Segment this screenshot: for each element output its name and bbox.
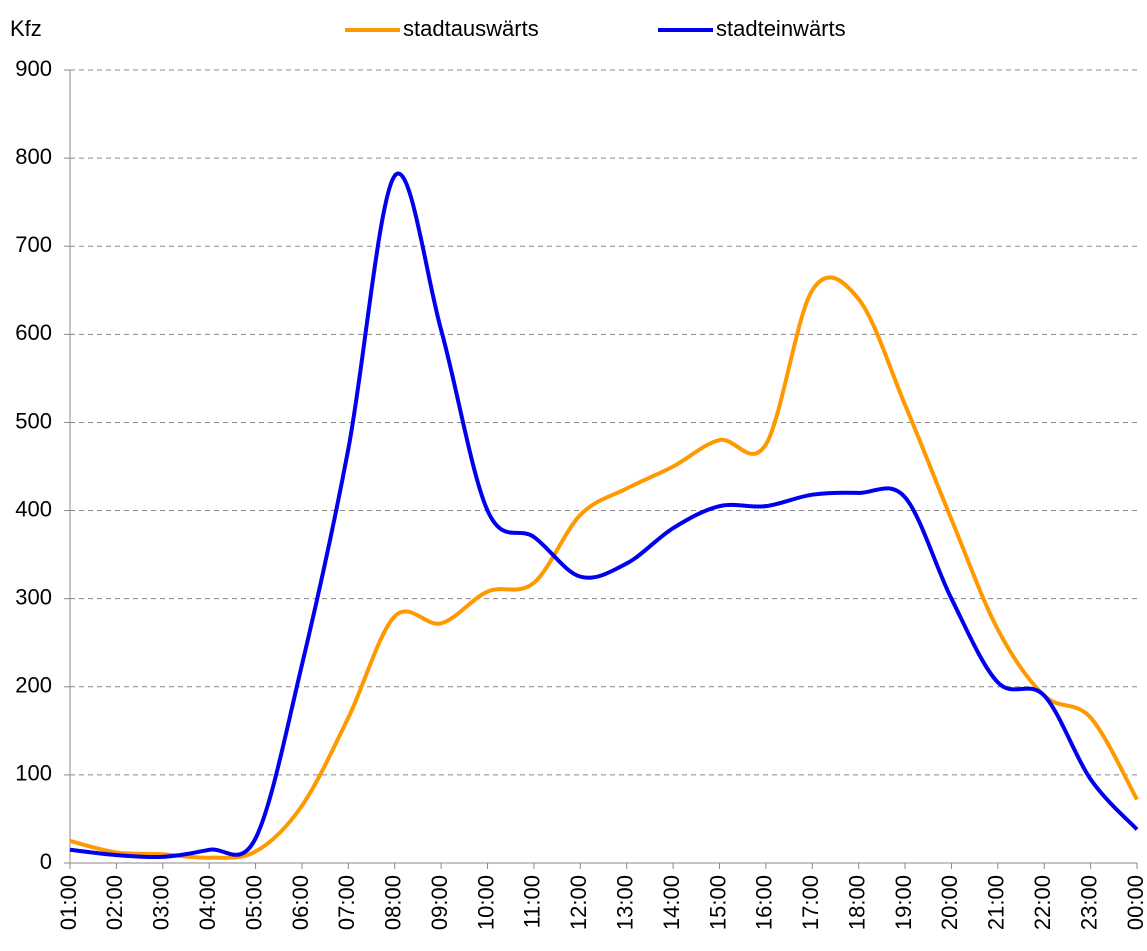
x-tick-label: 04:00 [195, 875, 220, 930]
series-line [69, 275, 1139, 860]
x-tick-label: 07:00 [334, 875, 359, 930]
y-tick-label: 200 [15, 673, 52, 698]
y-tick-label: 800 [15, 144, 52, 169]
legend-label: stadteinwärts [716, 16, 846, 41]
x-tick-label: 19:00 [891, 875, 916, 930]
x-tick-label: 20:00 [937, 875, 962, 930]
x-tick-label: 05:00 [241, 875, 266, 930]
x-tick-label: 22:00 [1030, 875, 1055, 930]
x-tick-label: 21:00 [984, 875, 1009, 930]
series-line [69, 171, 1139, 860]
x-tick-label: 23:00 [1076, 875, 1101, 930]
x-tick-label: 15:00 [705, 875, 730, 930]
y-tick-label: 900 [15, 56, 52, 81]
x-tick-label: 14:00 [659, 875, 684, 930]
x-tick-label: 06:00 [288, 875, 313, 930]
y-tick-label: 0 [40, 849, 52, 874]
x-tick-label: 01:00 [56, 875, 81, 930]
x-tick-label: 00:00 [1123, 875, 1147, 930]
y-tick-label: 500 [15, 408, 52, 433]
y-tick-label: 100 [15, 761, 52, 786]
x-tick-label: 10:00 [473, 875, 498, 930]
y-tick-label: 400 [15, 496, 52, 521]
y-tick-label: 700 [15, 232, 52, 257]
x-tick-label: 09:00 [427, 875, 452, 930]
legend-label: stadtauswärts [403, 16, 539, 41]
x-tick-label: 12:00 [566, 875, 591, 930]
x-tick-label: 13:00 [613, 875, 638, 930]
x-tick-label: 17:00 [798, 875, 823, 930]
x-tick-label: 16:00 [752, 875, 777, 930]
y-tick-label: 300 [15, 584, 52, 609]
x-tick-label: 08:00 [381, 875, 406, 930]
x-tick-label: 18:00 [844, 875, 869, 930]
x-tick-label: 11:00 [520, 875, 545, 928]
x-tick-label: 02:00 [102, 875, 127, 930]
x-tick-label: 03:00 [149, 875, 174, 930]
y-tick-label: 600 [15, 320, 52, 345]
y-axis-label: Kfz [10, 16, 42, 41]
